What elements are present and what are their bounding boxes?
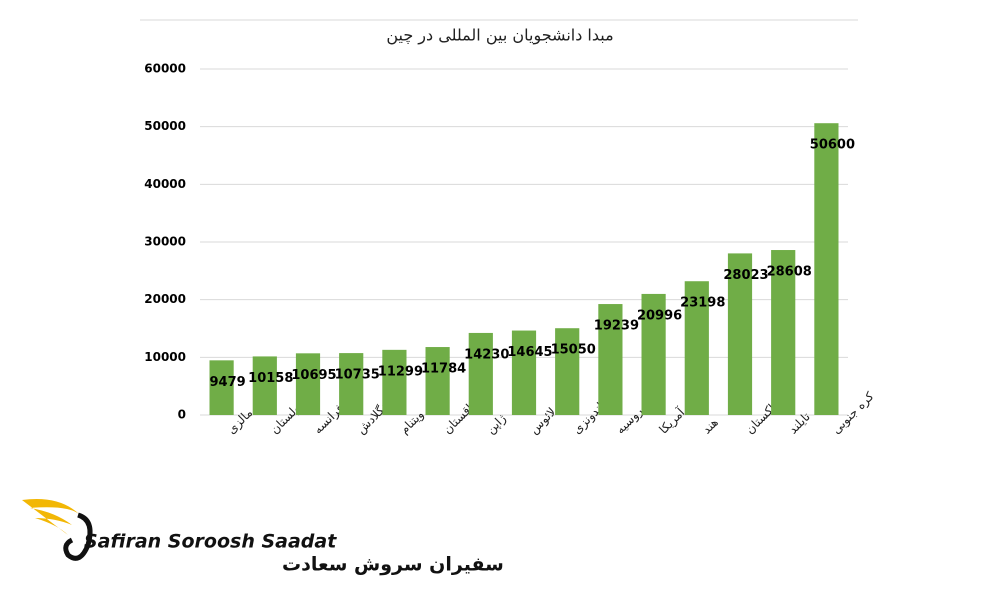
bar xyxy=(295,353,321,415)
bar xyxy=(339,353,364,415)
value-label: 19239 xyxy=(594,319,639,334)
bar xyxy=(814,123,839,415)
bar xyxy=(771,250,796,415)
bar xyxy=(727,253,753,415)
value-label: 11299 xyxy=(378,364,423,379)
bar xyxy=(684,281,709,415)
y-tick-label: 60000 xyxy=(144,62,186,76)
bar xyxy=(209,360,234,415)
value-label: 11784 xyxy=(421,362,466,377)
logo-name-fa: سفیران سروش سعادت xyxy=(282,554,504,576)
bar xyxy=(555,328,580,415)
value-label: 23198 xyxy=(680,296,725,311)
value-label: 14645 xyxy=(507,345,552,360)
value-label: 15050 xyxy=(551,343,596,358)
bar xyxy=(252,356,277,415)
y-tick-label: 20000 xyxy=(144,292,186,306)
value-label: 20996 xyxy=(637,308,682,323)
y-tick-label: 0 xyxy=(178,408,186,422)
bar xyxy=(598,304,623,415)
bar xyxy=(468,332,493,415)
y-tick-label: 10000 xyxy=(144,350,186,364)
value-label: 28608 xyxy=(767,265,812,280)
value-label: 14230 xyxy=(464,347,509,362)
value-label: 9479 xyxy=(210,375,246,390)
logo: Safiran Soroosh Saadat سفیران سروش سعادت xyxy=(22,499,504,576)
value-label: 50600 xyxy=(810,138,855,153)
bar xyxy=(382,349,407,415)
logo-name-en: Safiran Soroosh Saadat xyxy=(84,531,337,553)
y-tick-label: 50000 xyxy=(144,119,186,133)
value-label: 28023 xyxy=(723,268,768,283)
chart-title: مبدا دانشجویان بین المللی در چین xyxy=(386,26,613,46)
y-tick-label: 40000 xyxy=(144,177,186,191)
value-label: 10695 xyxy=(291,368,336,383)
logo-wing xyxy=(22,499,80,535)
bar xyxy=(425,347,450,415)
bar xyxy=(511,330,537,415)
value-label: 10158 xyxy=(248,371,293,386)
x-tick-label: هند xyxy=(699,415,720,436)
value-label: 10735 xyxy=(335,368,380,383)
bar xyxy=(641,293,666,415)
logo-swan xyxy=(63,512,93,561)
y-tick-label: 30000 xyxy=(144,235,186,249)
